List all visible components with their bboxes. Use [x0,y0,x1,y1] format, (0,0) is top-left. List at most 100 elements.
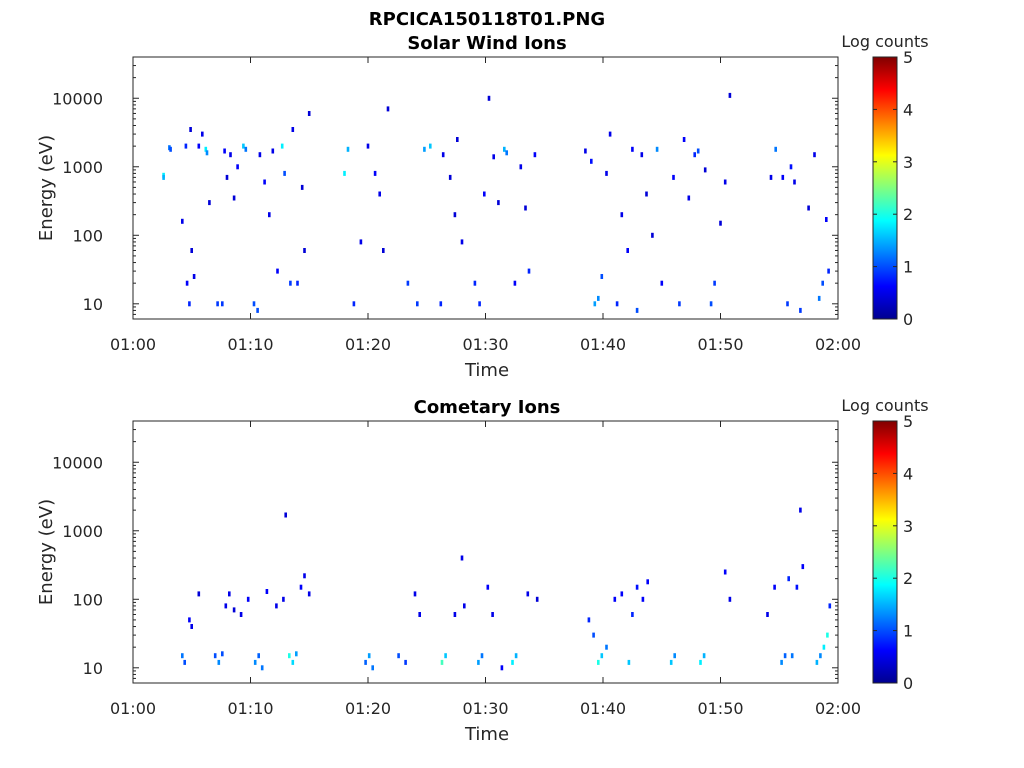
colorbar-tick-label: 3 [903,517,913,536]
heatmap-cell [205,150,209,156]
heatmap-cell [492,154,495,160]
heatmap-cell [769,174,773,180]
heatmap-cell [185,280,189,286]
heatmap-cell [533,152,537,158]
chart-title: Cometary Ions [414,397,561,418]
heatmap-cell [366,143,370,149]
heatmap-cell [307,111,311,116]
x-tick-label: 01:40 [580,699,626,718]
y-axis-ticks: 10 100 1000 10000 [52,56,838,320]
heatmap-cell [282,596,285,602]
x-tick-label: 02:00 [815,335,861,354]
heatmap-cell [343,170,346,176]
heatmap-cell [271,148,275,154]
heatmap-cell [265,589,269,594]
heatmap-cell [258,152,262,158]
colorbar-tick-label: 5 [903,48,913,67]
y-tick-label: 10000 [52,453,103,472]
heatmap-cell [478,301,481,307]
heatmap-cell [188,301,191,307]
heatmap-cell [190,624,193,629]
heatmap-cell [364,659,367,665]
heatmap-cell [608,131,612,137]
heatmap-cell [473,280,477,286]
heatmap-cell [201,131,204,137]
heatmap-cell [719,220,722,226]
heatmap-cell [217,659,221,665]
x-axis-ticks: 01:00 01:10 01:20 01:30 01:40 01:50 02:00 [110,57,861,354]
heatmap-cell [378,191,381,197]
heatmap-cell [774,146,777,152]
heatmap-cell [817,295,821,301]
heatmap-cell [456,137,459,142]
heatmap-cell [696,148,700,154]
heatmap-cell [453,212,457,218]
heatmap-cell [228,591,231,597]
heatmap-cell [709,301,713,307]
heatmap-cell [256,307,259,313]
heatmap-cell [590,158,593,164]
heatmap-cell [239,612,243,617]
y-tick-label: 100 [72,590,103,609]
heatmap-cell [295,651,298,657]
heatmap-cell [795,584,799,590]
heatmap-cell [702,653,706,659]
heatmap-cell [584,148,587,154]
heatmap-cell [229,152,232,158]
heatmap-cell [280,143,284,149]
heatmap-cell [184,143,188,149]
heatmap-cell [660,280,664,286]
heatmap-cell [453,612,457,617]
x-tick-label: 01:20 [345,335,391,354]
heatmap-cell [635,584,639,590]
heatmap-cell [300,184,304,190]
heatmap-cell [208,200,211,206]
heatmap-cell [682,137,686,142]
heatmap-cell [460,239,464,245]
heatmap-cell [416,301,419,307]
heatmap-cell [626,248,629,253]
heatmap-cell [635,307,639,313]
heatmap-cell [699,659,702,665]
x-tick-label: 01:20 [345,699,391,718]
heatmap-cell [819,653,822,659]
y-axis-label: Energy (eV) [36,499,57,605]
heatmap-cell [641,596,645,602]
heatmap-cell [289,280,292,286]
heatmap-cell [371,665,374,671]
heatmap-cell [386,106,390,112]
heatmap-cell [444,653,447,659]
heatmap-cell [672,174,675,180]
colorbar-tick-label: 2 [903,205,913,224]
figure-title: RPCICA150118T01.PNG [369,9,605,30]
heatmap-cell [367,653,371,659]
y-tick-label: 10 [83,659,103,678]
heatmap-cell [497,200,500,206]
heatmap-cell [359,239,363,245]
heatmap-cell [486,584,490,590]
heatmap-cell [448,174,452,180]
heatmap-cell [223,148,226,154]
x-tick-label: 01:00 [110,699,156,718]
colorbar-tick-label: 0 [903,310,913,329]
plot-area [132,420,839,684]
x-tick-label: 01:50 [697,335,743,354]
heatmap-cell [786,301,789,307]
heatmap-cell [645,191,648,197]
heatmap-cell [213,653,217,659]
plot-area [132,56,839,320]
x-tick-label: 01:10 [227,335,273,354]
heatmap-cell [783,653,787,659]
heatmap-cell [197,143,201,149]
heatmap-cell [593,301,597,307]
heatmap-cell [291,127,295,132]
heatmap-cell [404,659,407,665]
x-tick-label: 01:10 [227,699,273,718]
heatmap-cell [597,659,600,665]
heatmap-cell [815,659,819,665]
colorbar-ticks: 0 1 2 3 4 5 [873,48,913,329]
heatmap-cell [236,164,239,170]
heatmap-cell [189,127,192,132]
colorbar-tick-label: 5 [903,412,913,431]
